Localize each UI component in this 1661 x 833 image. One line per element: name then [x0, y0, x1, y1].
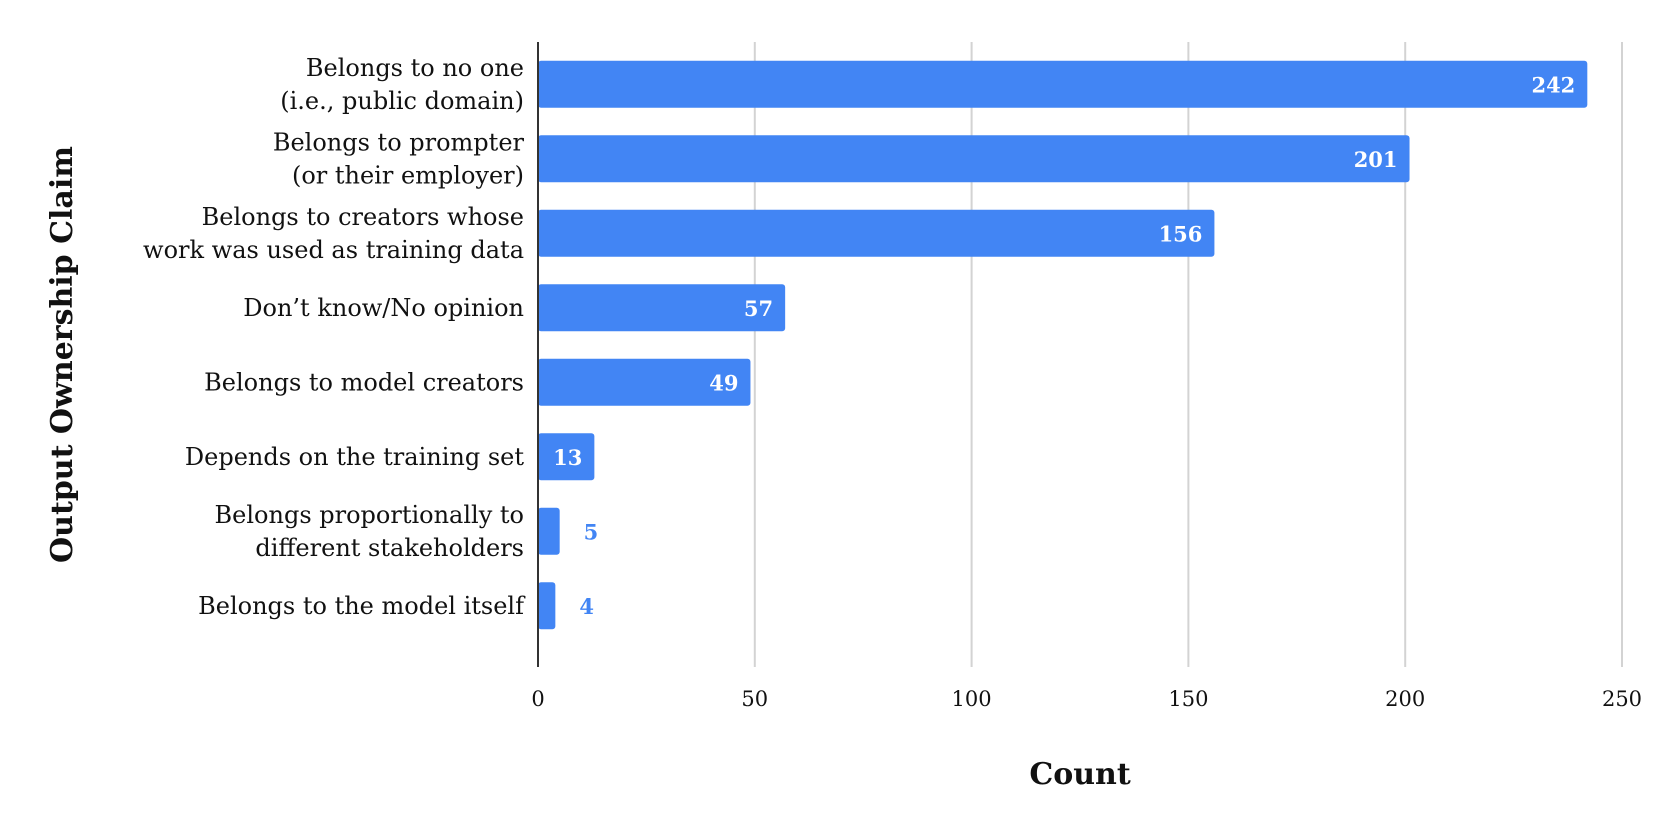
x-tick-labels: 0 50 100 150 200 250	[531, 687, 1642, 711]
value-label-6: 5	[584, 519, 599, 544]
bar-5	[538, 433, 595, 481]
value-label-5: 13	[553, 445, 582, 470]
category-label-7: Belongs to the model itself	[198, 592, 526, 620]
bar-2	[538, 209, 1215, 257]
category-label-3: Don’t know/No opinion	[243, 294, 524, 322]
category-label-5: Depends on the training set	[185, 443, 524, 471]
category-label-0: Belongs to no one (i.e., public domain)	[280, 54, 524, 115]
x-tick-250: 250	[1602, 687, 1642, 711]
x-tick-0: 0	[531, 687, 544, 711]
value-label-1: 201	[1354, 147, 1398, 172]
x-axis-title: Count	[1029, 757, 1131, 792]
category-label-2: Belongs to creators whose work was used a…	[143, 203, 524, 264]
category-label-6: Belongs proportionally to different stake…	[215, 501, 524, 562]
bars	[538, 60, 1588, 630]
bar-1	[538, 135, 1410, 183]
value-label-3: 57	[744, 296, 773, 321]
x-tick-50: 50	[741, 687, 768, 711]
bar-3	[538, 284, 786, 332]
x-tick-200: 200	[1385, 687, 1425, 711]
category-labels: Belongs to no one (i.e., public domain) Be…	[143, 54, 526, 620]
x-tick-100: 100	[952, 687, 992, 711]
value-label-4: 49	[709, 370, 738, 395]
x-tick-150: 150	[1168, 687, 1208, 711]
value-label-7: 4	[579, 594, 594, 619]
bar-6	[538, 507, 560, 555]
bar-4	[538, 358, 751, 406]
y-axis-title: Output Ownership Claim	[45, 146, 80, 563]
value-label-2: 156	[1159, 221, 1203, 246]
value-labels: 242 201 156 57 49 13 5 4	[553, 72, 1575, 619]
bar-7	[538, 582, 556, 630]
category-label-4: Belongs to model creators	[204, 368, 524, 396]
category-label-1: Belongs to prompter (or their employer)	[273, 128, 525, 189]
bar-0	[538, 60, 1588, 108]
value-label-0: 242	[1531, 72, 1575, 97]
